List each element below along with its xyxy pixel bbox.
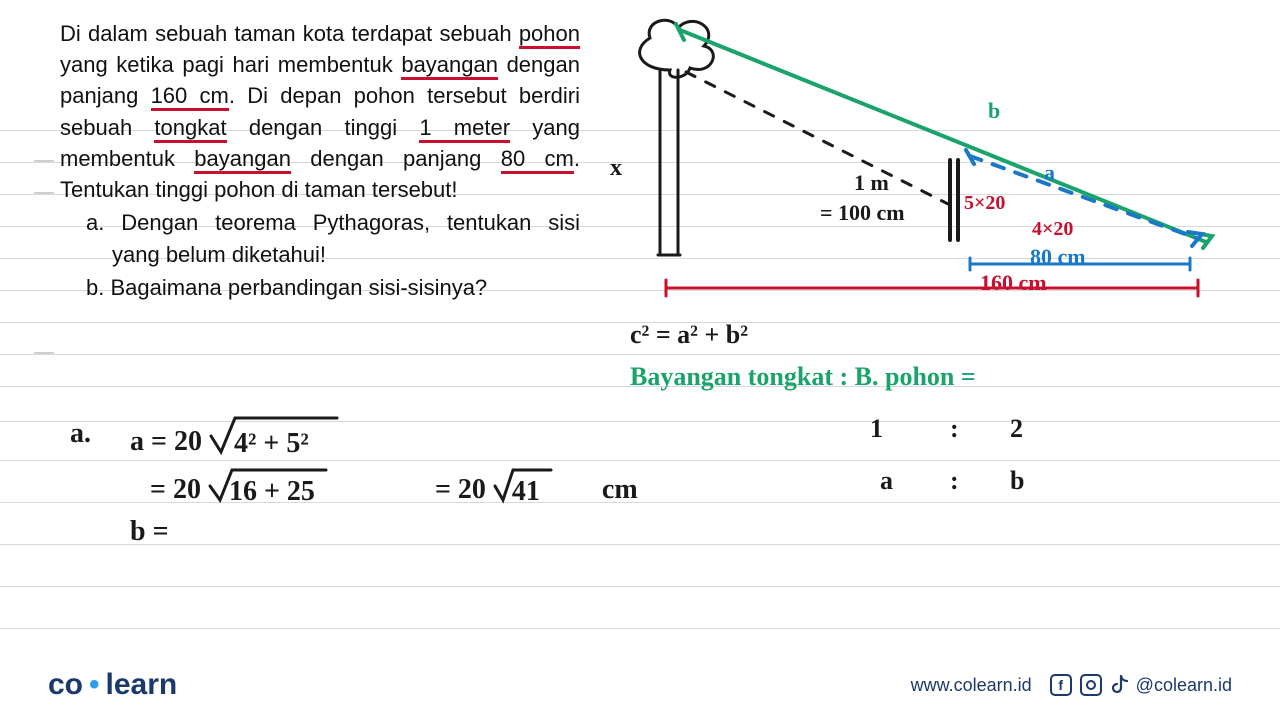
ratio-colon-2: : xyxy=(950,466,959,496)
social-icons: f @colearn.id xyxy=(1050,674,1232,696)
label-b-hyp: b xyxy=(988,98,1000,124)
label-5x20: 5×20 xyxy=(964,192,1005,215)
item-a-label: a. xyxy=(86,210,104,235)
tiktok-icon xyxy=(1110,674,1128,696)
diagram-svg xyxy=(600,10,1240,310)
item-a-text: Dengan teorema Pythagoras, tentukan sisi… xyxy=(112,210,580,266)
ratio-b: b xyxy=(1010,466,1024,496)
diagram-sketch: x b a 1 m = 100 cm 5×20 4×20 80 cm 160 c… xyxy=(600,10,1240,310)
work-line-1: a = 20 4² + 5² xyxy=(130,414,421,458)
formula-pythagoras: c² = a² + b² xyxy=(630,320,748,350)
brand-logo: co • learn xyxy=(48,668,177,702)
label-160cm: 160 cm xyxy=(980,270,1047,296)
facebook-icon: f xyxy=(1050,674,1072,696)
label-x: x xyxy=(610,155,622,182)
label-100cm: = 100 cm xyxy=(820,200,905,226)
footer-url: www.colearn.id xyxy=(911,675,1032,696)
label-4x20: 4×20 xyxy=(1032,218,1073,241)
logo-co: co xyxy=(48,668,83,702)
footer-right: www.colearn.id f @colearn.id xyxy=(911,674,1232,696)
label-a-hyp: a xyxy=(1044,160,1055,186)
label-80cm: 80 cm xyxy=(1030,244,1086,270)
ratio-colon-1: : xyxy=(950,414,959,444)
ratio-a: a xyxy=(880,466,893,496)
item-b-label: b. xyxy=(86,275,104,300)
logo-learn: learn xyxy=(106,668,178,702)
footer-handle: @colearn.id xyxy=(1136,675,1232,696)
item-b-text: Bagaimana perbandingan sisi-sisinya? xyxy=(110,275,487,300)
label-1m: 1 m xyxy=(854,170,889,196)
work-line-2: = 20 16 + 25 = 20 41 cm xyxy=(150,466,638,506)
problem-text: Di dalam sebuah taman kota terdapat sebu… xyxy=(60,18,580,305)
problem-item-a: a. Dengan teorema Pythagoras, tentukan s… xyxy=(86,207,580,269)
problem-item-b: b. Bagaimana perbandingan sisi-sisinya? xyxy=(86,272,580,303)
logo-dot-icon: • xyxy=(89,668,100,702)
ratio-title: Bayangan tongkat : B. pohon = xyxy=(630,362,976,392)
problem-paragraph: Di dalam sebuah taman kota terdapat sebu… xyxy=(60,18,580,205)
work-a-label: a. xyxy=(70,418,91,450)
ratio-1: 1 xyxy=(870,414,883,444)
work-line-3: b = xyxy=(130,516,169,548)
footer: co • learn www.colearn.id f @colearn.id xyxy=(0,656,1280,720)
ratio-2: 2 xyxy=(1010,414,1023,444)
instagram-icon xyxy=(1080,674,1102,696)
